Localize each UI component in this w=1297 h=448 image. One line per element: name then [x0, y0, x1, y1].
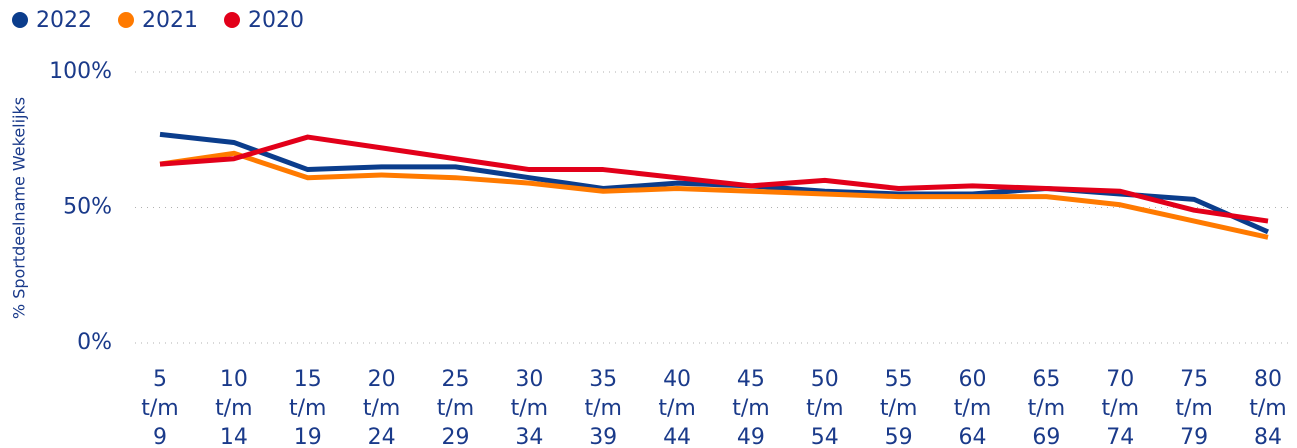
- x-tick-label: 35 t/m 39: [584, 367, 621, 448]
- y-axis-label: % Sportdeelname Wekelijks: [10, 97, 29, 319]
- x-tick-label: 55 t/m 59: [880, 367, 917, 448]
- x-tick-label: 25 t/m 29: [437, 367, 474, 448]
- line-series: [159, 150, 1269, 240]
- x-tick-label: 20 t/m 24: [363, 367, 400, 448]
- y-tick-label: 50%: [63, 195, 112, 220]
- x-tick-label: 80 t/m 84: [1249, 367, 1286, 448]
- x-tick-label: 5 t/m 9: [141, 367, 178, 448]
- legend-marker: [12, 12, 28, 28]
- x-tick-label: 40 t/m 44: [658, 367, 695, 448]
- legend-label: 2022: [36, 8, 92, 33]
- x-tick-label: 15 t/m 19: [289, 367, 326, 448]
- y-tick-label: 0%: [77, 330, 112, 355]
- x-tick-label: 65 t/m 69: [1028, 367, 1065, 448]
- x-tick-label: 60 t/m 64: [954, 367, 991, 448]
- line-series: [159, 134, 1269, 224]
- x-tick-label: 30 t/m 34: [511, 367, 548, 448]
- x-tick-label: 45 t/m 49: [732, 367, 769, 448]
- y-tick-label: 100%: [49, 59, 112, 84]
- x-tick-label: 50 t/m 54: [806, 367, 843, 448]
- x-tick-label: 70 t/m 74: [1102, 367, 1139, 448]
- x-tick-label: 10 t/m 14: [215, 367, 252, 448]
- legend-label: 2021: [142, 8, 198, 33]
- legend-marker: [224, 12, 240, 28]
- x-tick-label: 75 t/m 79: [1175, 367, 1212, 448]
- legend-label: 2020: [248, 8, 304, 33]
- legend-marker: [118, 12, 134, 28]
